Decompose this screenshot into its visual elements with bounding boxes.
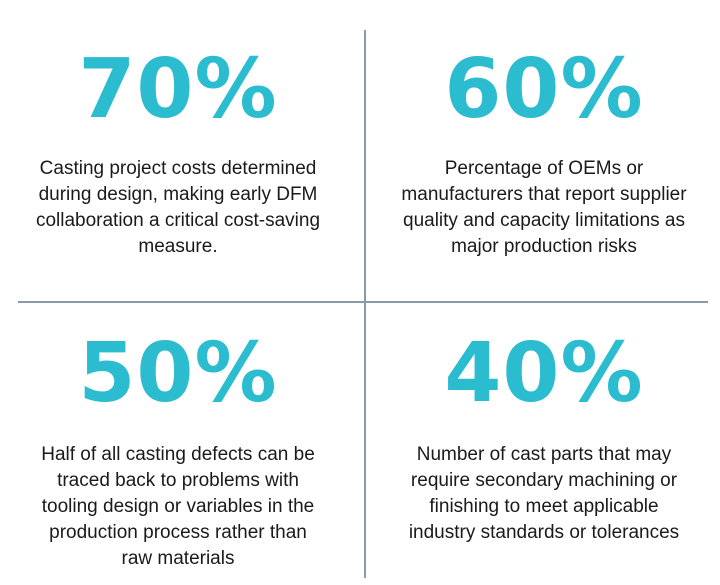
horizontal-divider — [18, 301, 708, 303]
stat-description: Casting project costs determined during … — [35, 158, 321, 257]
stat-card-machining: 40% Number of cast parts that may requir… — [384, 324, 704, 546]
stat-value: 50% — [78, 326, 278, 421]
stat-description: Half of all casting defects can be trace… — [41, 444, 315, 569]
stat-value: 70% — [78, 42, 278, 137]
stat-description: Percentage of OEMs or manufacturers that… — [401, 158, 687, 257]
stat-card-costs: 70% Casting project costs determined dur… — [18, 40, 338, 260]
stat-value: 60% — [444, 42, 644, 137]
stat-card-defects: 50% Half of all casting defects can be t… — [18, 324, 338, 572]
stat-value: 40% — [444, 326, 644, 421]
stat-description: Number of cast parts that may require se… — [408, 444, 680, 543]
stat-card-supplier-risks: 60% Percentage of OEMs or manufacturers … — [384, 40, 704, 260]
vertical-divider — [364, 30, 366, 578]
